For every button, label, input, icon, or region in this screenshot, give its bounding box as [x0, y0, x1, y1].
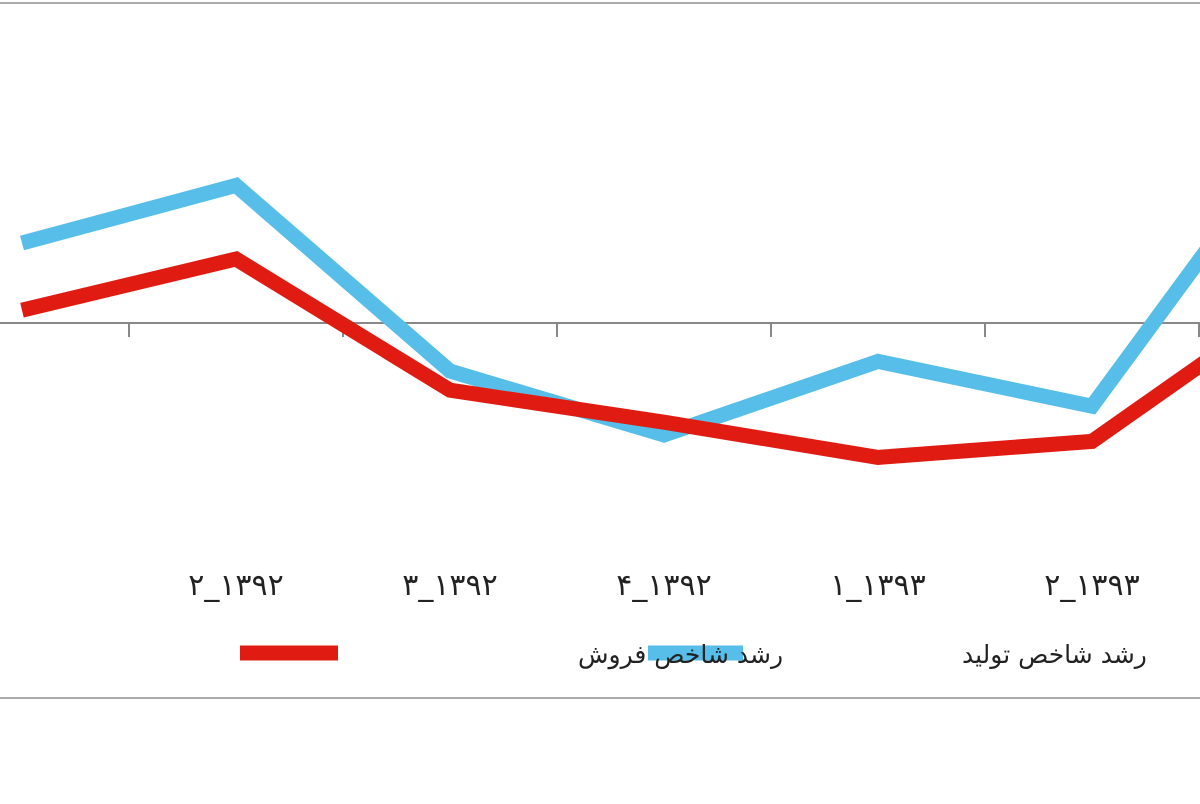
legend: رشد شاخص تولید رشد شاخص فروش	[240, 640, 1147, 670]
series-line-0	[20, 250, 1200, 465]
x-tick-label: ۲_۱۳۹۲	[188, 568, 284, 603]
legend-label-0: رشد شاخص فروش	[578, 640, 783, 670]
x-tick-label: ۴_۱۳۹۲	[616, 568, 712, 603]
x-tick-label: ۱_۱۳۹۳	[830, 568, 926, 603]
series-layer	[20, 177, 1200, 465]
x-tick-label: ۲_۱۳۹۳	[1044, 568, 1140, 603]
x-tick-label: ۳_۱۳۹۲	[402, 568, 498, 603]
legend-label-1: رشد شاخص تولید	[962, 640, 1147, 669]
series-line-1	[20, 177, 1200, 443]
x-axis	[0, 322, 1200, 337]
